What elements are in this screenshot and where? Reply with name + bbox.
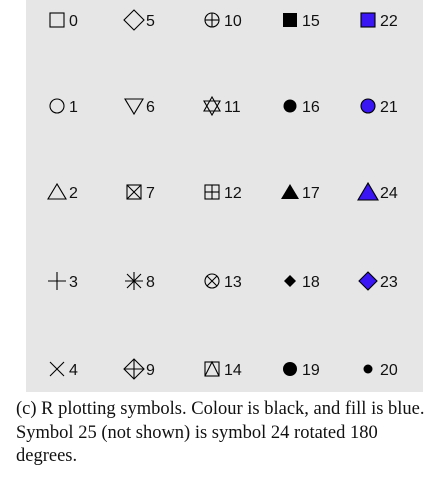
- symbol-number-15: 15: [302, 13, 320, 30]
- symbol-number-3: 3: [69, 274, 78, 291]
- symbol-number-0: 0: [69, 13, 78, 30]
- pch-symbol-20: [363, 364, 373, 374]
- symbol-number-22: 22: [380, 13, 398, 30]
- symbol-number-17: 17: [302, 185, 320, 202]
- symbol-number-24: 24: [380, 185, 398, 202]
- symbol-number-20: 20: [380, 362, 398, 379]
- symbol-number-9: 9: [146, 362, 155, 379]
- symbol-number-1: 1: [69, 99, 78, 116]
- symbol-number-5: 5: [146, 13, 155, 30]
- symbol-number-4: 4: [69, 362, 78, 379]
- symbol-number-10: 10: [224, 13, 242, 30]
- pch-symbol-23: [358, 271, 378, 291]
- pch-symbol-1: [49, 98, 65, 114]
- pch-symbol-13: [204, 273, 220, 289]
- pch-symbol-3: [48, 272, 66, 290]
- symbol-number-16: 16: [302, 99, 320, 116]
- symbol-number-13: 13: [224, 274, 242, 291]
- symbol-number-6: 6: [146, 99, 155, 116]
- symbol-number-19: 19: [302, 362, 320, 379]
- symbol-number-14: 14: [224, 362, 242, 379]
- pch-symbol-22: [360, 12, 376, 28]
- symbol-number-7: 7: [146, 185, 155, 202]
- symbol-number-11: 11: [224, 99, 241, 116]
- pch-symbol-15: [283, 13, 297, 27]
- symbol-number-21: 21: [380, 99, 398, 116]
- pch-symbol-17: [281, 184, 299, 199]
- symbol-number-23: 23: [380, 274, 398, 291]
- pch-symbol-5: [123, 9, 145, 31]
- pch-symbol-8: [125, 272, 143, 290]
- pch-symbol-18: [284, 275, 296, 287]
- pch-symbol-10: [204, 12, 220, 28]
- symbol-number-2: 2: [69, 185, 78, 202]
- pch-symbol-12: [204, 184, 220, 200]
- pch-symbol-14: [204, 360, 220, 377]
- symbol-panel: 0 1 2 3 4 5 6 7 8 9 10 11 12 13 14 15 16 17 18 19 22 21 24 23 20: [26, 0, 423, 392]
- pch-symbol-11: [203, 95, 221, 117]
- pch-symbol-9: [123, 358, 145, 380]
- symbol-number-18: 18: [302, 274, 320, 291]
- pch-symbol-24: [357, 181, 379, 201]
- pch-symbol-0: [49, 12, 65, 28]
- figure-caption: (c) R plotting symbols. Colour is black,…: [16, 399, 425, 466]
- pch-symbol-2: [47, 182, 67, 200]
- pch-symbol-19: [283, 362, 297, 376]
- symbol-number-8: 8: [146, 274, 155, 291]
- pch-symbol-6: [124, 98, 144, 116]
- pch-symbol-7: [126, 184, 142, 200]
- pch-symbol-4: [49, 361, 65, 377]
- symbol-number-12: 12: [224, 185, 242, 202]
- pch-symbol-21: [360, 98, 376, 114]
- pch-symbol-16: [283, 99, 297, 113]
